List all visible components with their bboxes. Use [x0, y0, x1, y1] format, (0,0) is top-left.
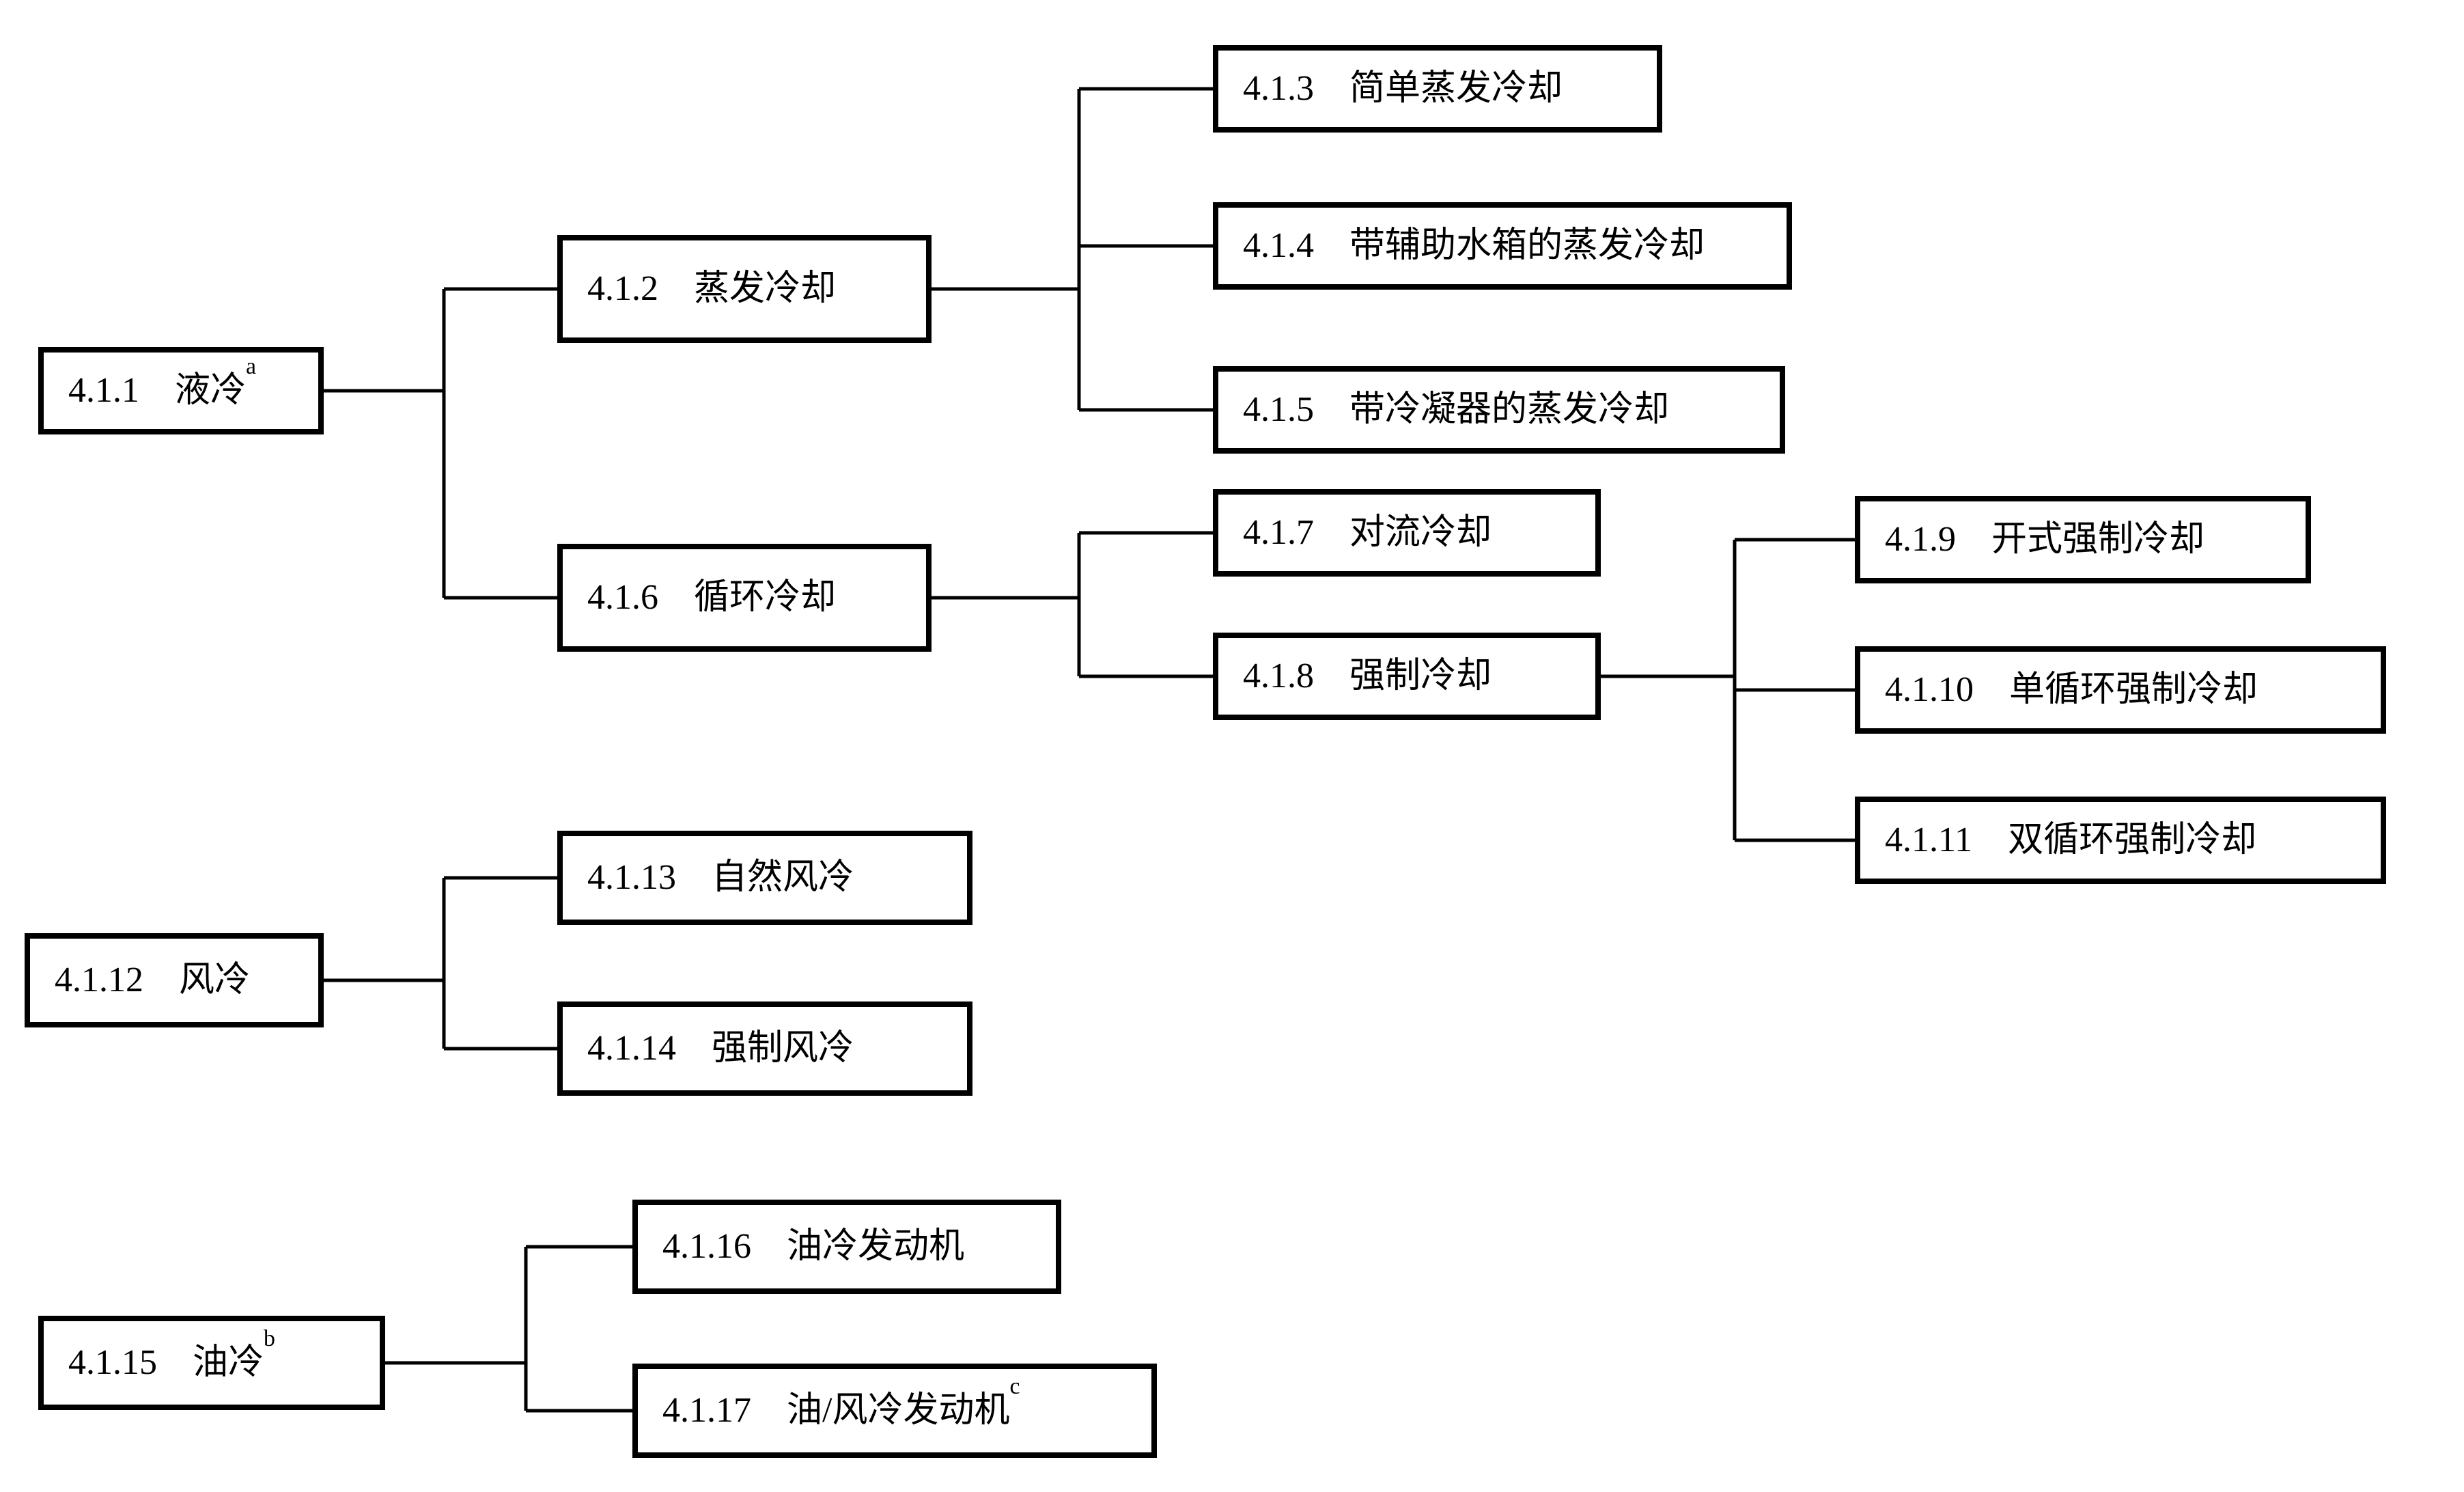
node-n412: 4.1.2 蒸发冷却: [560, 238, 929, 340]
node-label: 4.1.6 循环冷却: [587, 578, 836, 617]
node-label: 4.1.13 自然风冷: [587, 858, 854, 897]
node-n4115: 4.1.15 油冷b: [41, 1318, 382, 1407]
node-label: 4.1.16 油冷发动机: [662, 1227, 964, 1266]
node-n414: 4.1.4 带辅助水箱的蒸发冷却: [1216, 205, 1789, 287]
tree-diagram: 4.1.1 液冷a 4.1.2 蒸发冷却 4.1.3 简单蒸发冷却 4.1.4 带辅助…: [0, 0, 2464, 1492]
node-n411: 4.1.1 液冷a: [41, 350, 321, 432]
node-label: 4.1.7 对流冷却: [1243, 513, 1492, 552]
node-label: 4.1.4 带辅助水箱的蒸发冷却: [1243, 226, 1705, 265]
node-label: 4.1.12 风冷: [55, 961, 250, 999]
node-n4114: 4.1.14 强制风冷: [560, 1004, 970, 1093]
node-n4110: 4.1.10 单循环强制冷却: [1858, 649, 2383, 731]
node-label: 4.1.5 带冷凝器的蒸发冷却: [1243, 390, 1669, 429]
node-n4113: 4.1.13 自然风冷: [560, 833, 970, 922]
node-label: 4.1.2 蒸发冷却: [587, 269, 836, 308]
node-label: 4.1.14 强制风冷: [587, 1029, 854, 1068]
node-label: 4.1.11 双循环强制冷却: [1885, 820, 2256, 859]
node-n419: 4.1.9 开式强制冷却: [1858, 499, 2308, 581]
node-n4111: 4.1.11 双循环强制冷却: [1858, 799, 2383, 881]
node-label: 4.1.8 强制冷却: [1243, 657, 1492, 695]
node-n415: 4.1.5 带冷凝器的蒸发冷却: [1216, 369, 1782, 451]
node-n416: 4.1.6 循环冷却: [560, 547, 929, 649]
node-n417: 4.1.7 对流冷却: [1216, 492, 1598, 574]
node-label: 4.1.10 单循环强制冷却: [1885, 670, 2258, 709]
node-n4112: 4.1.12 风冷: [27, 936, 321, 1025]
node-n413: 4.1.3 简单蒸发冷却: [1216, 48, 1660, 130]
node-label: 4.1.9 开式强制冷却: [1885, 520, 2204, 559]
node-n4117: 4.1.17 油/风冷发动机c: [635, 1366, 1154, 1455]
node-n4116: 4.1.16 油冷发动机: [635, 1202, 1059, 1291]
node-label: 4.1.3 简单蒸发冷却: [1243, 69, 1563, 108]
node-n418: 4.1.8 强制冷却: [1216, 635, 1598, 717]
